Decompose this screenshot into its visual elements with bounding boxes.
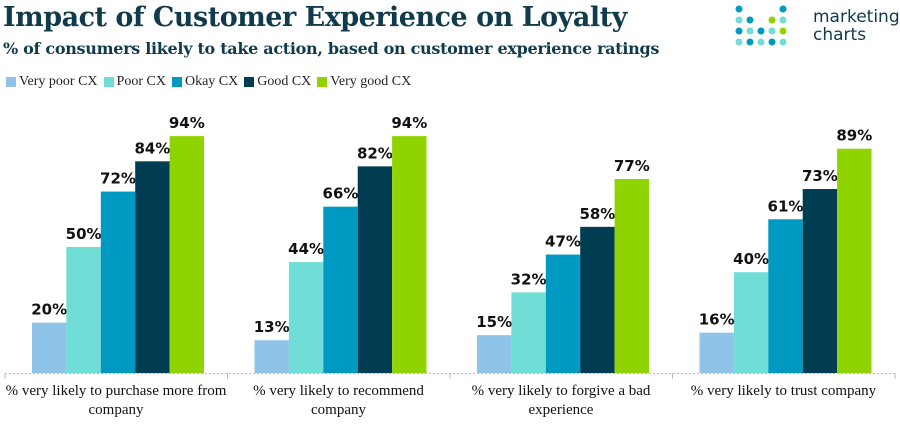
data-label: 77% bbox=[614, 157, 650, 175]
data-label: 58% bbox=[579, 205, 615, 223]
legend-swatch bbox=[103, 77, 114, 87]
bar bbox=[699, 332, 734, 373]
data-label: 50% bbox=[66, 225, 102, 243]
category-label: % very likely to forgive a bad experienc… bbox=[471, 383, 651, 418]
logo-dot bbox=[768, 27, 776, 35]
legend-swatch bbox=[171, 77, 182, 87]
legend: Very poor CX Poor CX Okay CX Good CX Very go… bbox=[6, 74, 411, 90]
data-label: 73% bbox=[802, 167, 838, 185]
data-label: 40% bbox=[733, 250, 769, 268]
bar bbox=[511, 292, 546, 373]
logo-dot bbox=[746, 38, 754, 46]
marketingcharts-logo: marketing charts bbox=[735, 4, 900, 48]
bar bbox=[169, 136, 204, 373]
bar bbox=[288, 262, 324, 373]
legend-label: Very poor CX bbox=[19, 74, 98, 89]
logo-dot bbox=[735, 5, 743, 13]
bar bbox=[477, 335, 512, 373]
data-label: 84% bbox=[134, 139, 170, 157]
data-label: 72% bbox=[100, 170, 136, 188]
bar bbox=[733, 272, 769, 373]
bar bbox=[580, 226, 615, 373]
logo-dot bbox=[757, 38, 765, 46]
bar bbox=[66, 247, 101, 373]
bar bbox=[100, 191, 136, 373]
data-label: 94% bbox=[169, 114, 205, 132]
data-label: 82% bbox=[357, 144, 393, 162]
chart-title: Impact of Customer Experience on Loyalty bbox=[3, 2, 627, 33]
legend-label: Okay CX bbox=[184, 74, 239, 89]
data-label: 20% bbox=[31, 301, 67, 319]
logo-dot bbox=[746, 16, 754, 24]
data-label: 16% bbox=[699, 311, 735, 329]
bar bbox=[545, 254, 581, 373]
data-label: 61% bbox=[768, 197, 804, 215]
legend-item: Poor CX bbox=[103, 74, 166, 90]
legend-item: Good CX bbox=[244, 74, 311, 90]
logo-dot bbox=[768, 38, 776, 46]
logo-dot bbox=[779, 16, 787, 24]
legend-swatch bbox=[317, 77, 328, 87]
legend-label: Poor CX bbox=[116, 74, 166, 89]
logo-dot bbox=[779, 38, 787, 46]
bar bbox=[32, 322, 67, 373]
logo-dot bbox=[735, 38, 743, 46]
category-label: % very likely to purchase more from comp… bbox=[5, 383, 227, 418]
bar bbox=[802, 189, 838, 373]
logo-dot bbox=[779, 27, 787, 35]
bar bbox=[254, 340, 289, 373]
data-label: 13% bbox=[254, 318, 290, 336]
bar bbox=[135, 161, 170, 373]
data-label: 47% bbox=[545, 233, 581, 251]
data-label: 44% bbox=[288, 240, 324, 258]
logo-line2: charts bbox=[813, 25, 867, 45]
data-label: 66% bbox=[323, 185, 359, 203]
legend-swatch bbox=[244, 77, 255, 87]
legend-swatch bbox=[6, 77, 16, 87]
logo-dot bbox=[757, 27, 765, 35]
data-label: 94% bbox=[391, 114, 427, 132]
category-label: % very likely to trust company bbox=[690, 383, 877, 399]
bar bbox=[768, 219, 803, 373]
data-label: 89% bbox=[836, 127, 872, 145]
logo-line1: marketing bbox=[813, 7, 900, 27]
logo-dot bbox=[746, 27, 754, 35]
logo-dot bbox=[768, 16, 776, 24]
category-label: % very likely to recommend company bbox=[253, 383, 424, 418]
legend-label: Very good CX bbox=[330, 74, 412, 89]
bar bbox=[614, 178, 649, 373]
logo-dots-icon bbox=[735, 5, 787, 46]
legend-label: Good CX bbox=[257, 74, 312, 89]
data-label: 15% bbox=[476, 313, 512, 331]
logo-dot bbox=[735, 16, 743, 24]
logo-dot bbox=[779, 5, 787, 13]
bar bbox=[837, 148, 872, 373]
logo-dot bbox=[735, 27, 743, 35]
bar bbox=[323, 206, 358, 373]
bar bbox=[392, 136, 427, 373]
legend-item: Very good CX bbox=[317, 74, 411, 90]
legend-item: Okay CX bbox=[171, 74, 239, 90]
chart-subtitle: % of consumers likely to take action, ba… bbox=[3, 39, 660, 58]
data-label: 32% bbox=[511, 270, 547, 288]
bar bbox=[357, 166, 393, 373]
legend-item: Very poor CX bbox=[6, 74, 98, 90]
